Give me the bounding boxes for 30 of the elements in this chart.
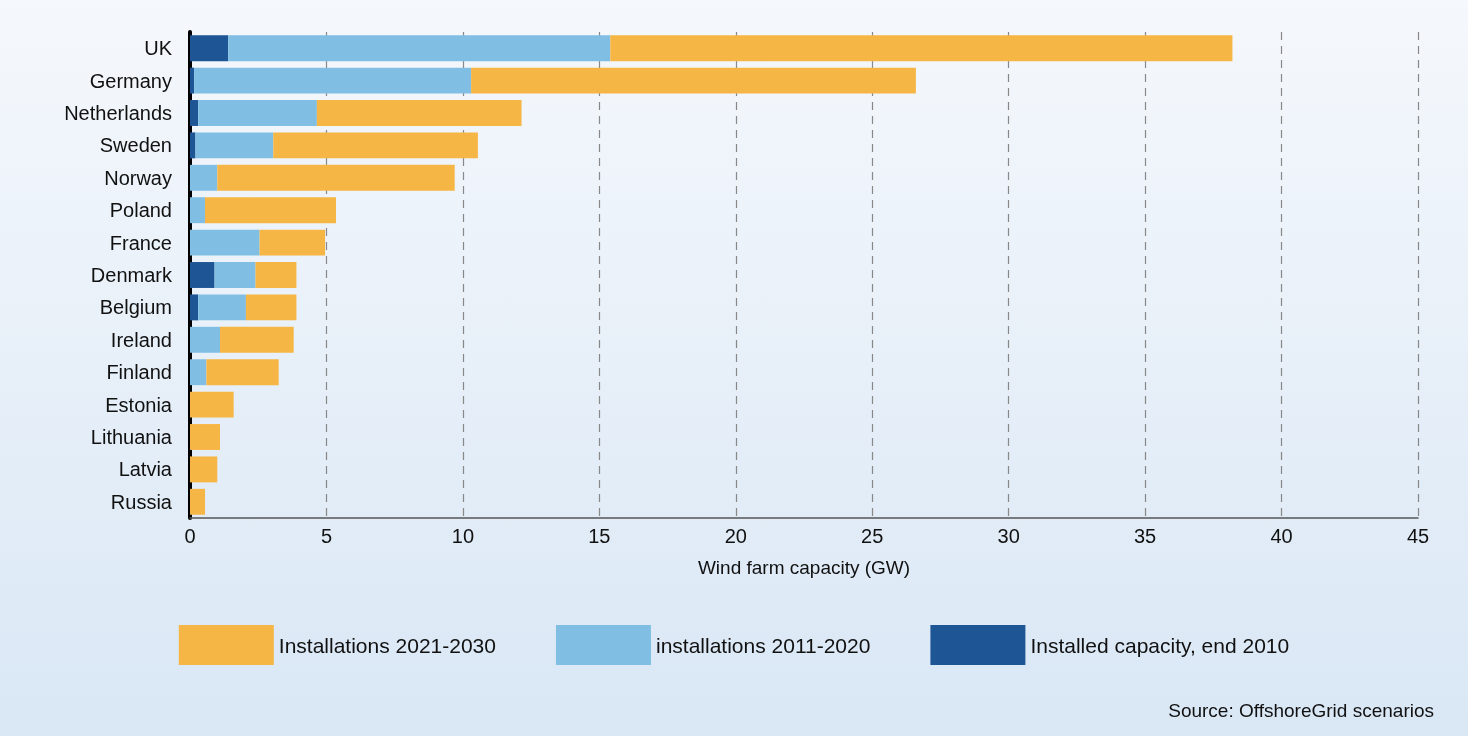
x-tick-label: 20 [724, 525, 747, 547]
source-note: Source: OffshoreGrid scenarios [1168, 700, 1435, 721]
legend-label: Installed capacity, end 2010 [1030, 633, 1290, 657]
x-tick-label: 40 [1270, 525, 1293, 547]
x-tick-label: 45 [1406, 525, 1430, 547]
y-tick-label: Sweden [99, 134, 172, 157]
y-tick-label: Lithuania [90, 426, 173, 448]
x-tick-label: 35 [1133, 525, 1157, 547]
y-tick-label: Denmark [90, 264, 173, 286]
y-tick-label: Ireland [110, 328, 172, 351]
legend-label: installations 2011-2020 [655, 633, 871, 657]
y-tick-label: Netherlands [64, 102, 172, 124]
y-tick-label: Poland [109, 199, 172, 222]
x-tick-label: 0 [184, 525, 196, 547]
y-tick-label: Belgium [99, 296, 172, 319]
y-tick-label: France [109, 231, 172, 254]
y-tick-label: Russia [110, 490, 173, 513]
x-tick-label: 15 [588, 525, 611, 547]
legend-label: Installations 2021-2030 [278, 633, 496, 657]
y-tick-label: UK [144, 37, 173, 60]
x-axis-title: Wind farm capacity (GW) [697, 557, 911, 578]
x-tick-label: 5 [320, 525, 333, 547]
y-tick-label: Germany [89, 69, 172, 92]
x-tick-label: 25 [861, 525, 884, 547]
y-tick-label: Norway [104, 166, 172, 189]
x-tick-label: 10 [451, 525, 475, 547]
x-tick-label: 30 [997, 525, 1020, 547]
y-tick-label: Latvia [118, 458, 173, 481]
y-tick-label: Estonia [105, 393, 173, 416]
y-tick-label: Finland [106, 361, 172, 384]
